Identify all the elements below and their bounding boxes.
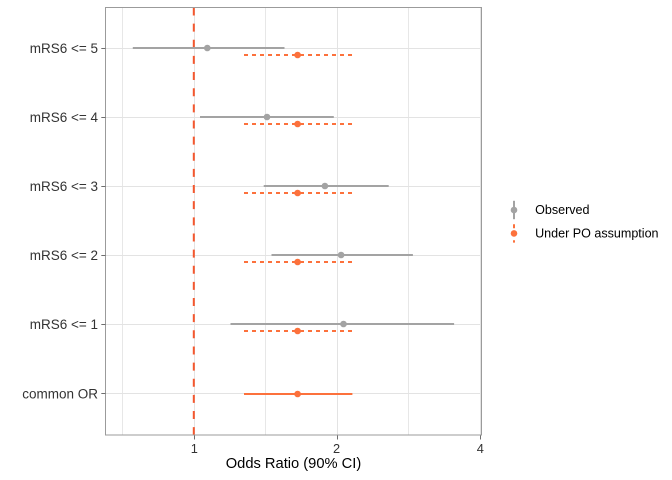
svg-text:mRS6 <= 1: mRS6 <= 1 [30, 317, 98, 332]
svg-text:Observed: Observed [535, 203, 589, 217]
svg-text:4: 4 [477, 441, 484, 456]
svg-text:1: 1 [191, 441, 198, 456]
svg-text:Odds Ratio (90% CI): Odds Ratio (90% CI) [226, 456, 362, 472]
svg-text:mRS6 <= 2: mRS6 <= 2 [30, 248, 98, 263]
svg-text:Under PO assumption: Under PO assumption [535, 227, 658, 241]
svg-text:mRS6 <= 5: mRS6 <= 5 [30, 41, 98, 56]
svg-text:mRS6 <= 3: mRS6 <= 3 [30, 179, 98, 194]
svg-text:common OR: common OR [22, 386, 98, 401]
svg-text:mRS6 <= 4: mRS6 <= 4 [30, 110, 99, 125]
svg-text:2: 2 [333, 441, 340, 456]
